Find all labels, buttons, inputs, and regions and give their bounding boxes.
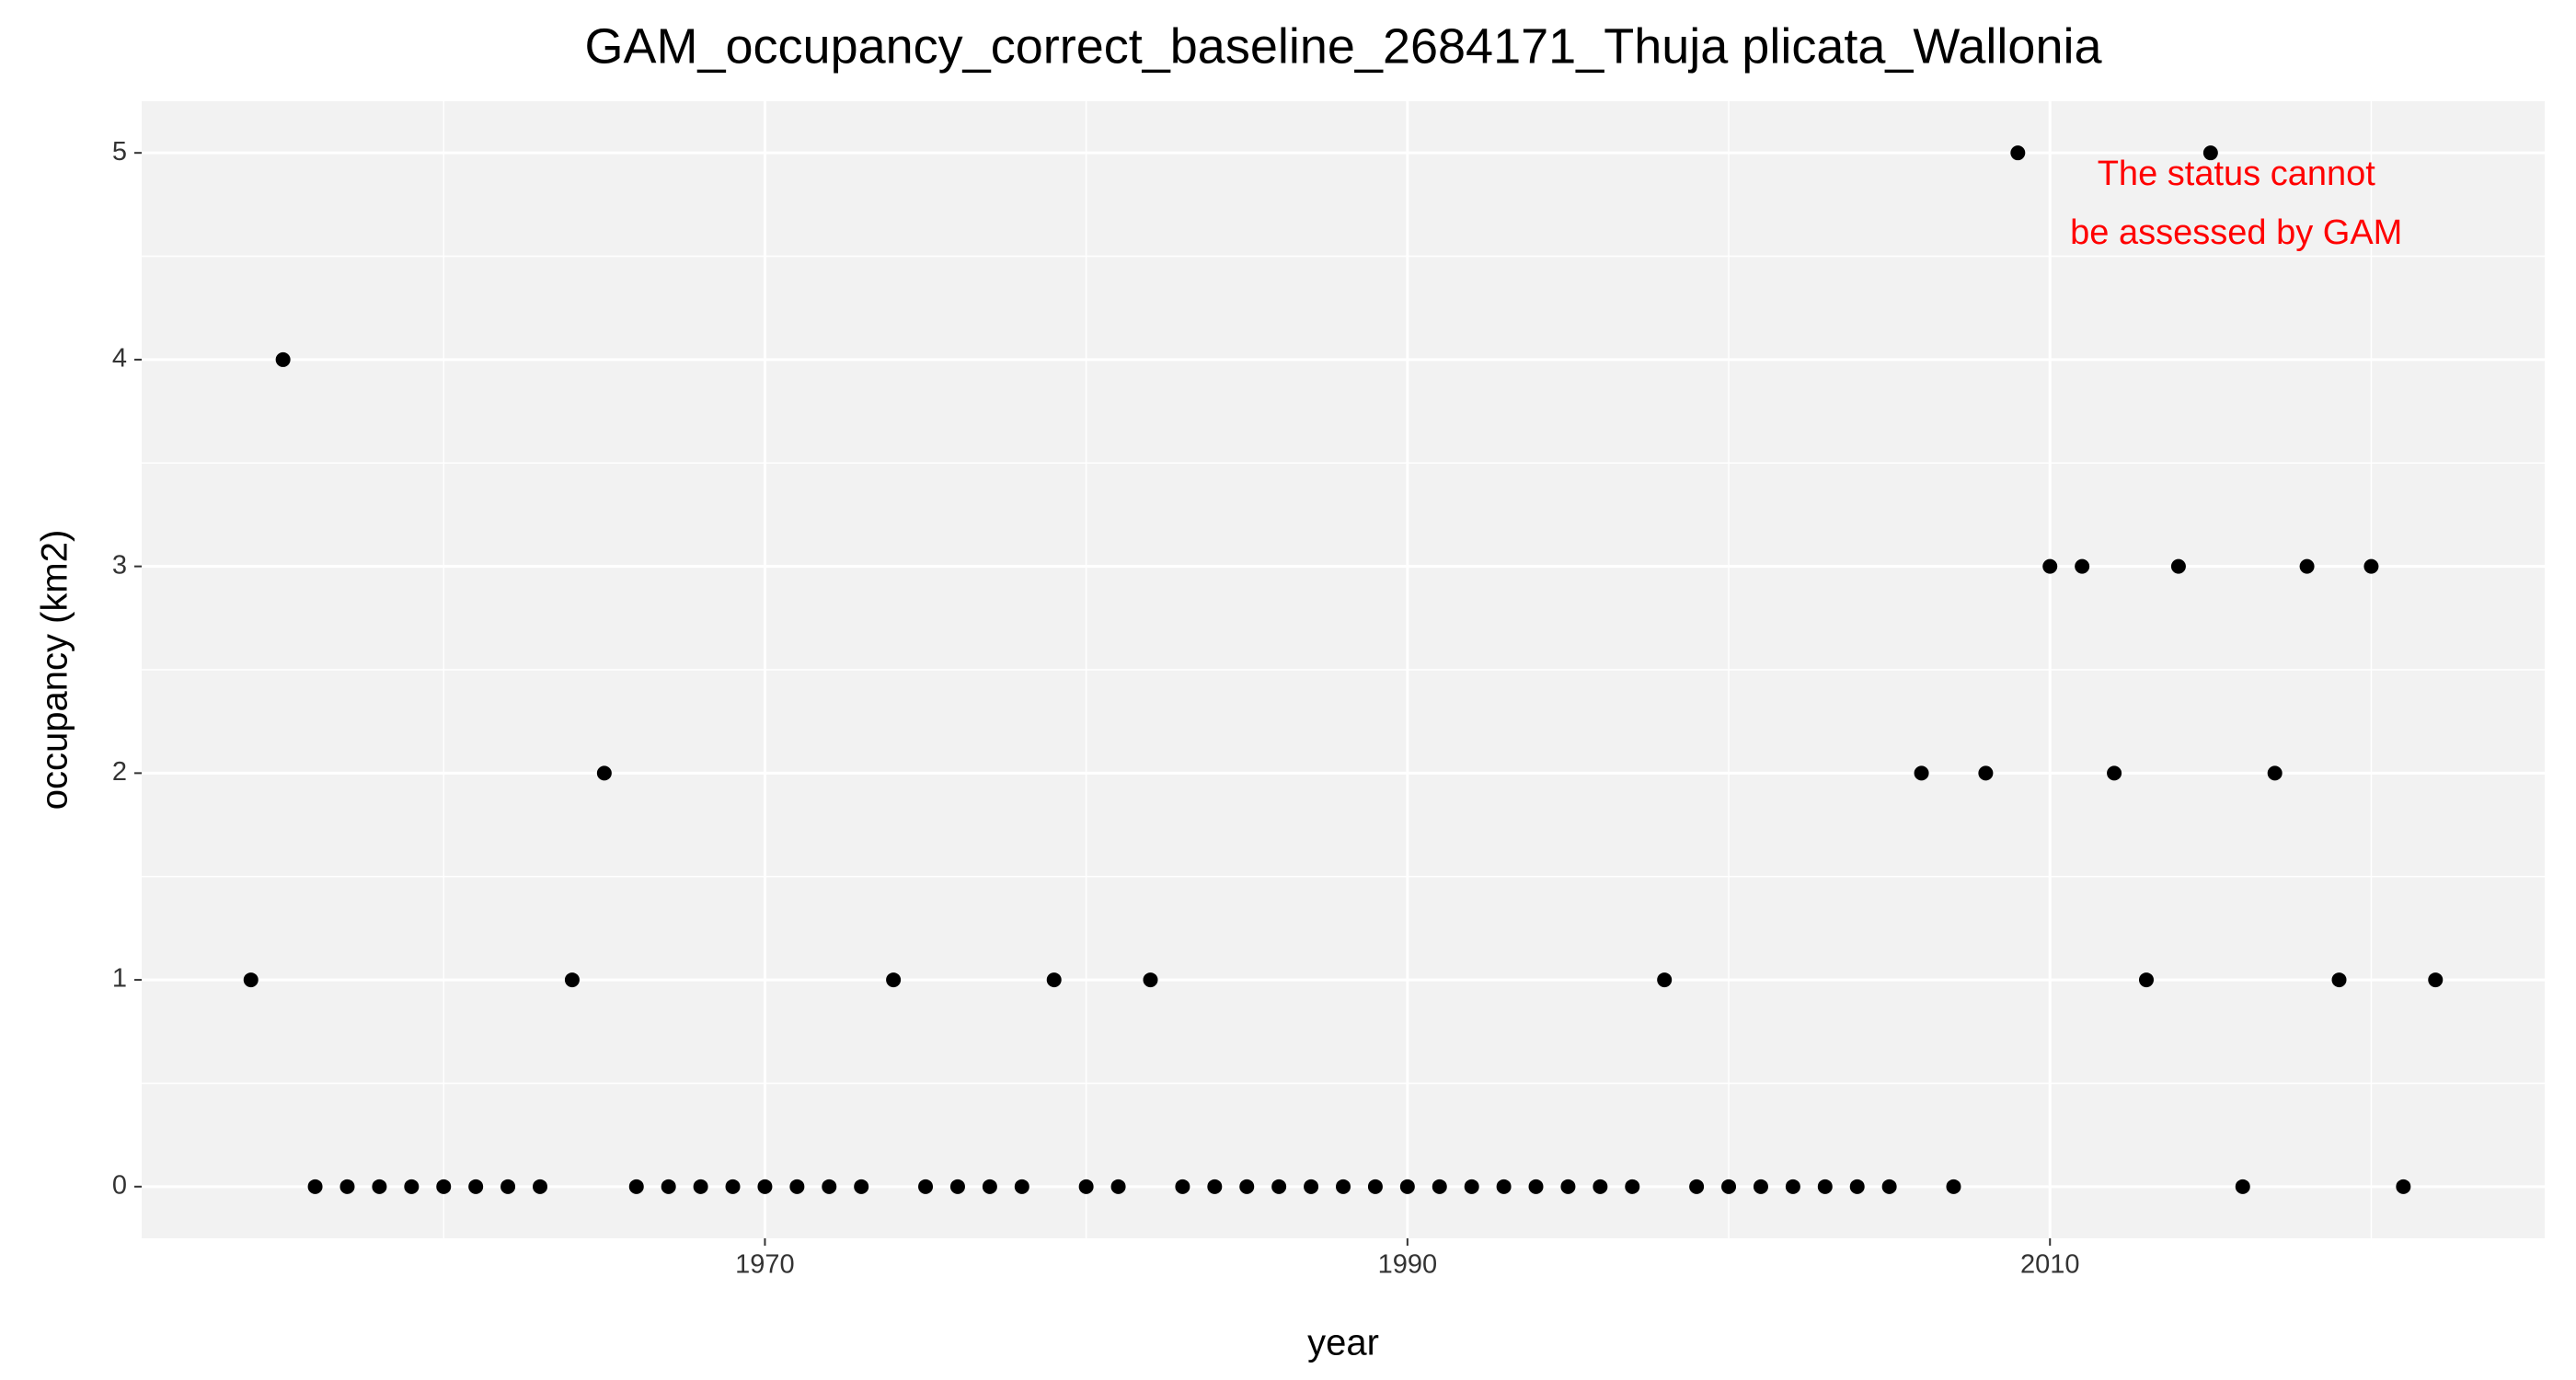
point bbox=[2363, 558, 2379, 574]
y-axis-title: occupancy (km2) bbox=[35, 530, 75, 811]
y-tick-label: 1 bbox=[112, 964, 127, 994]
point bbox=[949, 1179, 965, 1194]
point bbox=[275, 351, 291, 367]
y-tick-label: 5 bbox=[112, 137, 127, 167]
point bbox=[1560, 1179, 1576, 1194]
point bbox=[1399, 1179, 1415, 1194]
point bbox=[2331, 972, 2347, 988]
x-axis-title: year bbox=[1307, 1323, 1379, 1363]
point bbox=[1143, 972, 1158, 988]
point bbox=[1528, 1179, 1544, 1194]
point bbox=[982, 1179, 997, 1194]
point bbox=[2010, 145, 2026, 161]
y-tick-label: 2 bbox=[112, 757, 127, 787]
y-tick-label: 3 bbox=[112, 550, 127, 580]
point bbox=[628, 1179, 644, 1194]
point bbox=[2138, 972, 2154, 988]
point bbox=[693, 1179, 708, 1194]
point bbox=[1078, 1179, 1094, 1194]
point bbox=[2235, 1179, 2250, 1194]
point bbox=[1464, 1179, 1479, 1194]
point bbox=[1625, 1179, 1640, 1194]
chart-title: GAM_occupancy_correct_baseline_2684171_T… bbox=[584, 18, 2102, 74]
y-tick-label: 0 bbox=[112, 1170, 127, 1200]
point bbox=[1721, 1179, 1737, 1194]
point bbox=[307, 1179, 323, 1194]
annotation: be assessed by GAM bbox=[2070, 213, 2402, 252]
annotation: The status cannot bbox=[2098, 155, 2376, 193]
point bbox=[1881, 1179, 1897, 1194]
point bbox=[1978, 765, 1994, 781]
x-tick-label: 2010 bbox=[2020, 1250, 2080, 1280]
point bbox=[2075, 558, 2090, 574]
point bbox=[2428, 972, 2444, 988]
point bbox=[2267, 765, 2283, 781]
point bbox=[1304, 1179, 1319, 1194]
point bbox=[2042, 558, 2058, 574]
point bbox=[1014, 1179, 1029, 1194]
point bbox=[1239, 1179, 1255, 1194]
point bbox=[372, 1179, 387, 1194]
point bbox=[533, 1179, 548, 1194]
point bbox=[1496, 1179, 1512, 1194]
point bbox=[1336, 1179, 1351, 1194]
point bbox=[2202, 145, 2218, 161]
point bbox=[886, 972, 902, 988]
point bbox=[1753, 1179, 1768, 1194]
point bbox=[822, 1179, 837, 1194]
point bbox=[339, 1179, 355, 1194]
point bbox=[789, 1179, 805, 1194]
point bbox=[404, 1179, 420, 1194]
point bbox=[1785, 1179, 1800, 1194]
point bbox=[1432, 1179, 1447, 1194]
x-tick-label: 1990 bbox=[1378, 1250, 1438, 1280]
point bbox=[2396, 1179, 2411, 1194]
y-tick-label: 4 bbox=[112, 344, 127, 374]
point bbox=[1110, 1179, 1126, 1194]
point bbox=[1175, 1179, 1190, 1194]
point bbox=[1914, 765, 1929, 781]
point bbox=[1271, 1179, 1287, 1194]
point bbox=[757, 1179, 773, 1194]
point bbox=[1689, 1179, 1705, 1194]
point bbox=[2299, 558, 2315, 574]
point bbox=[725, 1179, 741, 1194]
point bbox=[1946, 1179, 1961, 1194]
point bbox=[243, 972, 259, 988]
marks bbox=[243, 145, 2444, 1194]
point bbox=[564, 972, 580, 988]
point bbox=[854, 1179, 869, 1194]
point bbox=[1046, 972, 1062, 988]
point bbox=[2107, 765, 2122, 781]
point bbox=[1207, 1179, 1223, 1194]
point bbox=[2170, 558, 2186, 574]
point bbox=[596, 765, 612, 781]
point bbox=[1657, 972, 1673, 988]
point bbox=[1849, 1179, 1865, 1194]
point bbox=[1367, 1179, 1383, 1194]
point bbox=[1817, 1179, 1833, 1194]
point bbox=[500, 1179, 516, 1194]
x-tick-label: 1970 bbox=[735, 1250, 795, 1280]
point bbox=[436, 1179, 452, 1194]
point bbox=[1593, 1179, 1608, 1194]
point bbox=[661, 1179, 676, 1194]
point bbox=[468, 1179, 484, 1194]
point bbox=[918, 1179, 934, 1194]
